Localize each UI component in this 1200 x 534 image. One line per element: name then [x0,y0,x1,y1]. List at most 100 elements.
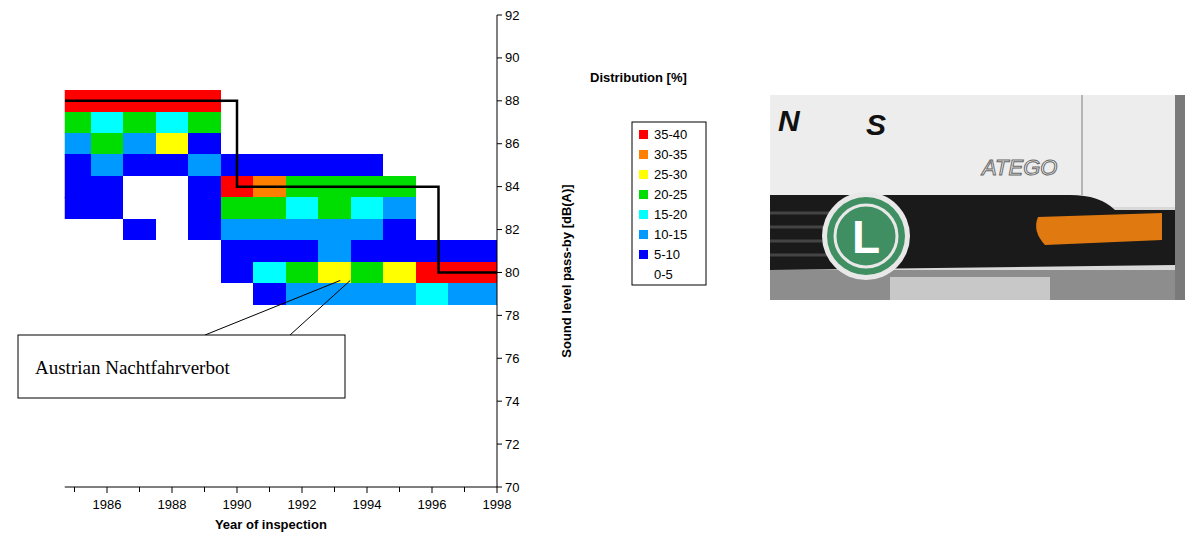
heat-cell [416,90,449,112]
heat-cell [91,112,124,134]
legend-swatch [639,190,648,199]
grille-slat [770,212,830,215]
heat-cell [318,112,351,134]
page: 7072747678808284868890921986198819901992… [0,0,1200,534]
heat-cell [351,154,384,176]
y-tick [497,315,502,316]
x-tick-label: 1986 [93,497,122,512]
legend-box [632,122,706,285]
heat-cell [448,219,481,241]
heat-cell [91,283,124,305]
heat-cell [91,219,124,241]
heat-cell [383,112,416,134]
heat-cell [91,262,124,284]
x-tick [497,487,498,493]
heat-cell [188,262,221,284]
legend-label: 35-40 [654,127,687,142]
heat-cell [481,133,497,155]
x-tick [367,487,368,493]
heat-cell [156,283,189,305]
x-tick [172,487,173,493]
badge-letter: L [852,211,880,263]
heat-cell [156,240,189,262]
y-tick-label: 76 [505,351,519,366]
heat-cell [221,262,254,284]
heat-cell [481,197,497,219]
heat-cell [156,262,189,284]
heat-cell [65,197,92,219]
heat-cell [65,283,92,305]
legend-swatch [639,130,648,139]
heat-cell [253,219,286,241]
y-tick [497,186,502,187]
legend-label: 5-10 [654,247,680,262]
heat-cell [416,154,449,176]
heat-cell [481,240,497,262]
heat-cell [416,283,449,305]
heat-cell [416,112,449,134]
heat-cell [123,240,156,262]
plot-area [65,90,497,305]
y-tick [497,444,502,445]
legend-label: 15-20 [654,207,687,222]
y-tick [497,57,502,58]
heat-cell [253,283,286,305]
heat-cell [481,219,497,241]
heat-cell [253,90,286,112]
x-tick-label: 1992 [288,497,317,512]
x-minor-tick [269,487,270,492]
heat-cell [318,262,351,284]
heat-cell [188,112,221,134]
heat-cell [253,133,286,155]
heat-cell [253,197,286,219]
heat-cell [65,154,92,176]
heat-cell [156,176,189,198]
legend-swatch [639,150,648,159]
heat-cell [448,90,481,112]
x-tick [302,487,303,493]
heat-cell [448,112,481,134]
heat-cell [286,240,319,262]
legend-swatch [639,210,648,219]
heat-cell [318,219,351,241]
x-tick-label: 1988 [158,497,187,512]
heat-cell [65,112,92,134]
heat-cell [65,219,92,241]
y-tick [497,143,502,144]
heat-cell [351,197,384,219]
annotation-box [18,335,345,398]
x-minor-tick [139,487,140,492]
heat-cell [123,154,156,176]
heat-cell [318,240,351,262]
truck-photo: LNSATEGO [770,95,1185,300]
y-tick [497,487,502,488]
heat-cell [188,176,221,198]
y-tick-label: 92 [505,8,519,23]
heat-cell [91,197,124,219]
heat-cell [156,133,189,155]
heat-cell [286,197,319,219]
heat-cell [448,283,481,305]
heat-cell [448,197,481,219]
cab-panel [770,95,1175,207]
heat-cell [123,133,156,155]
heat-cell [383,133,416,155]
y-tick [497,100,502,101]
heat-cell [448,154,481,176]
heat-cell [65,240,92,262]
heat-cell [91,240,124,262]
x-tick [107,487,108,493]
heat-cell [221,219,254,241]
x-minor-tick [334,487,335,492]
y-tick [497,15,502,16]
y-tick [497,358,502,359]
badge [827,197,905,275]
heat-cell [416,240,449,262]
indicator [1036,213,1162,245]
heat-cell [286,283,319,305]
heat-cell [156,154,189,176]
heat-cell [221,283,254,305]
cab-edge [1175,95,1185,300]
heat-cell [156,219,189,241]
heat-cell [318,154,351,176]
